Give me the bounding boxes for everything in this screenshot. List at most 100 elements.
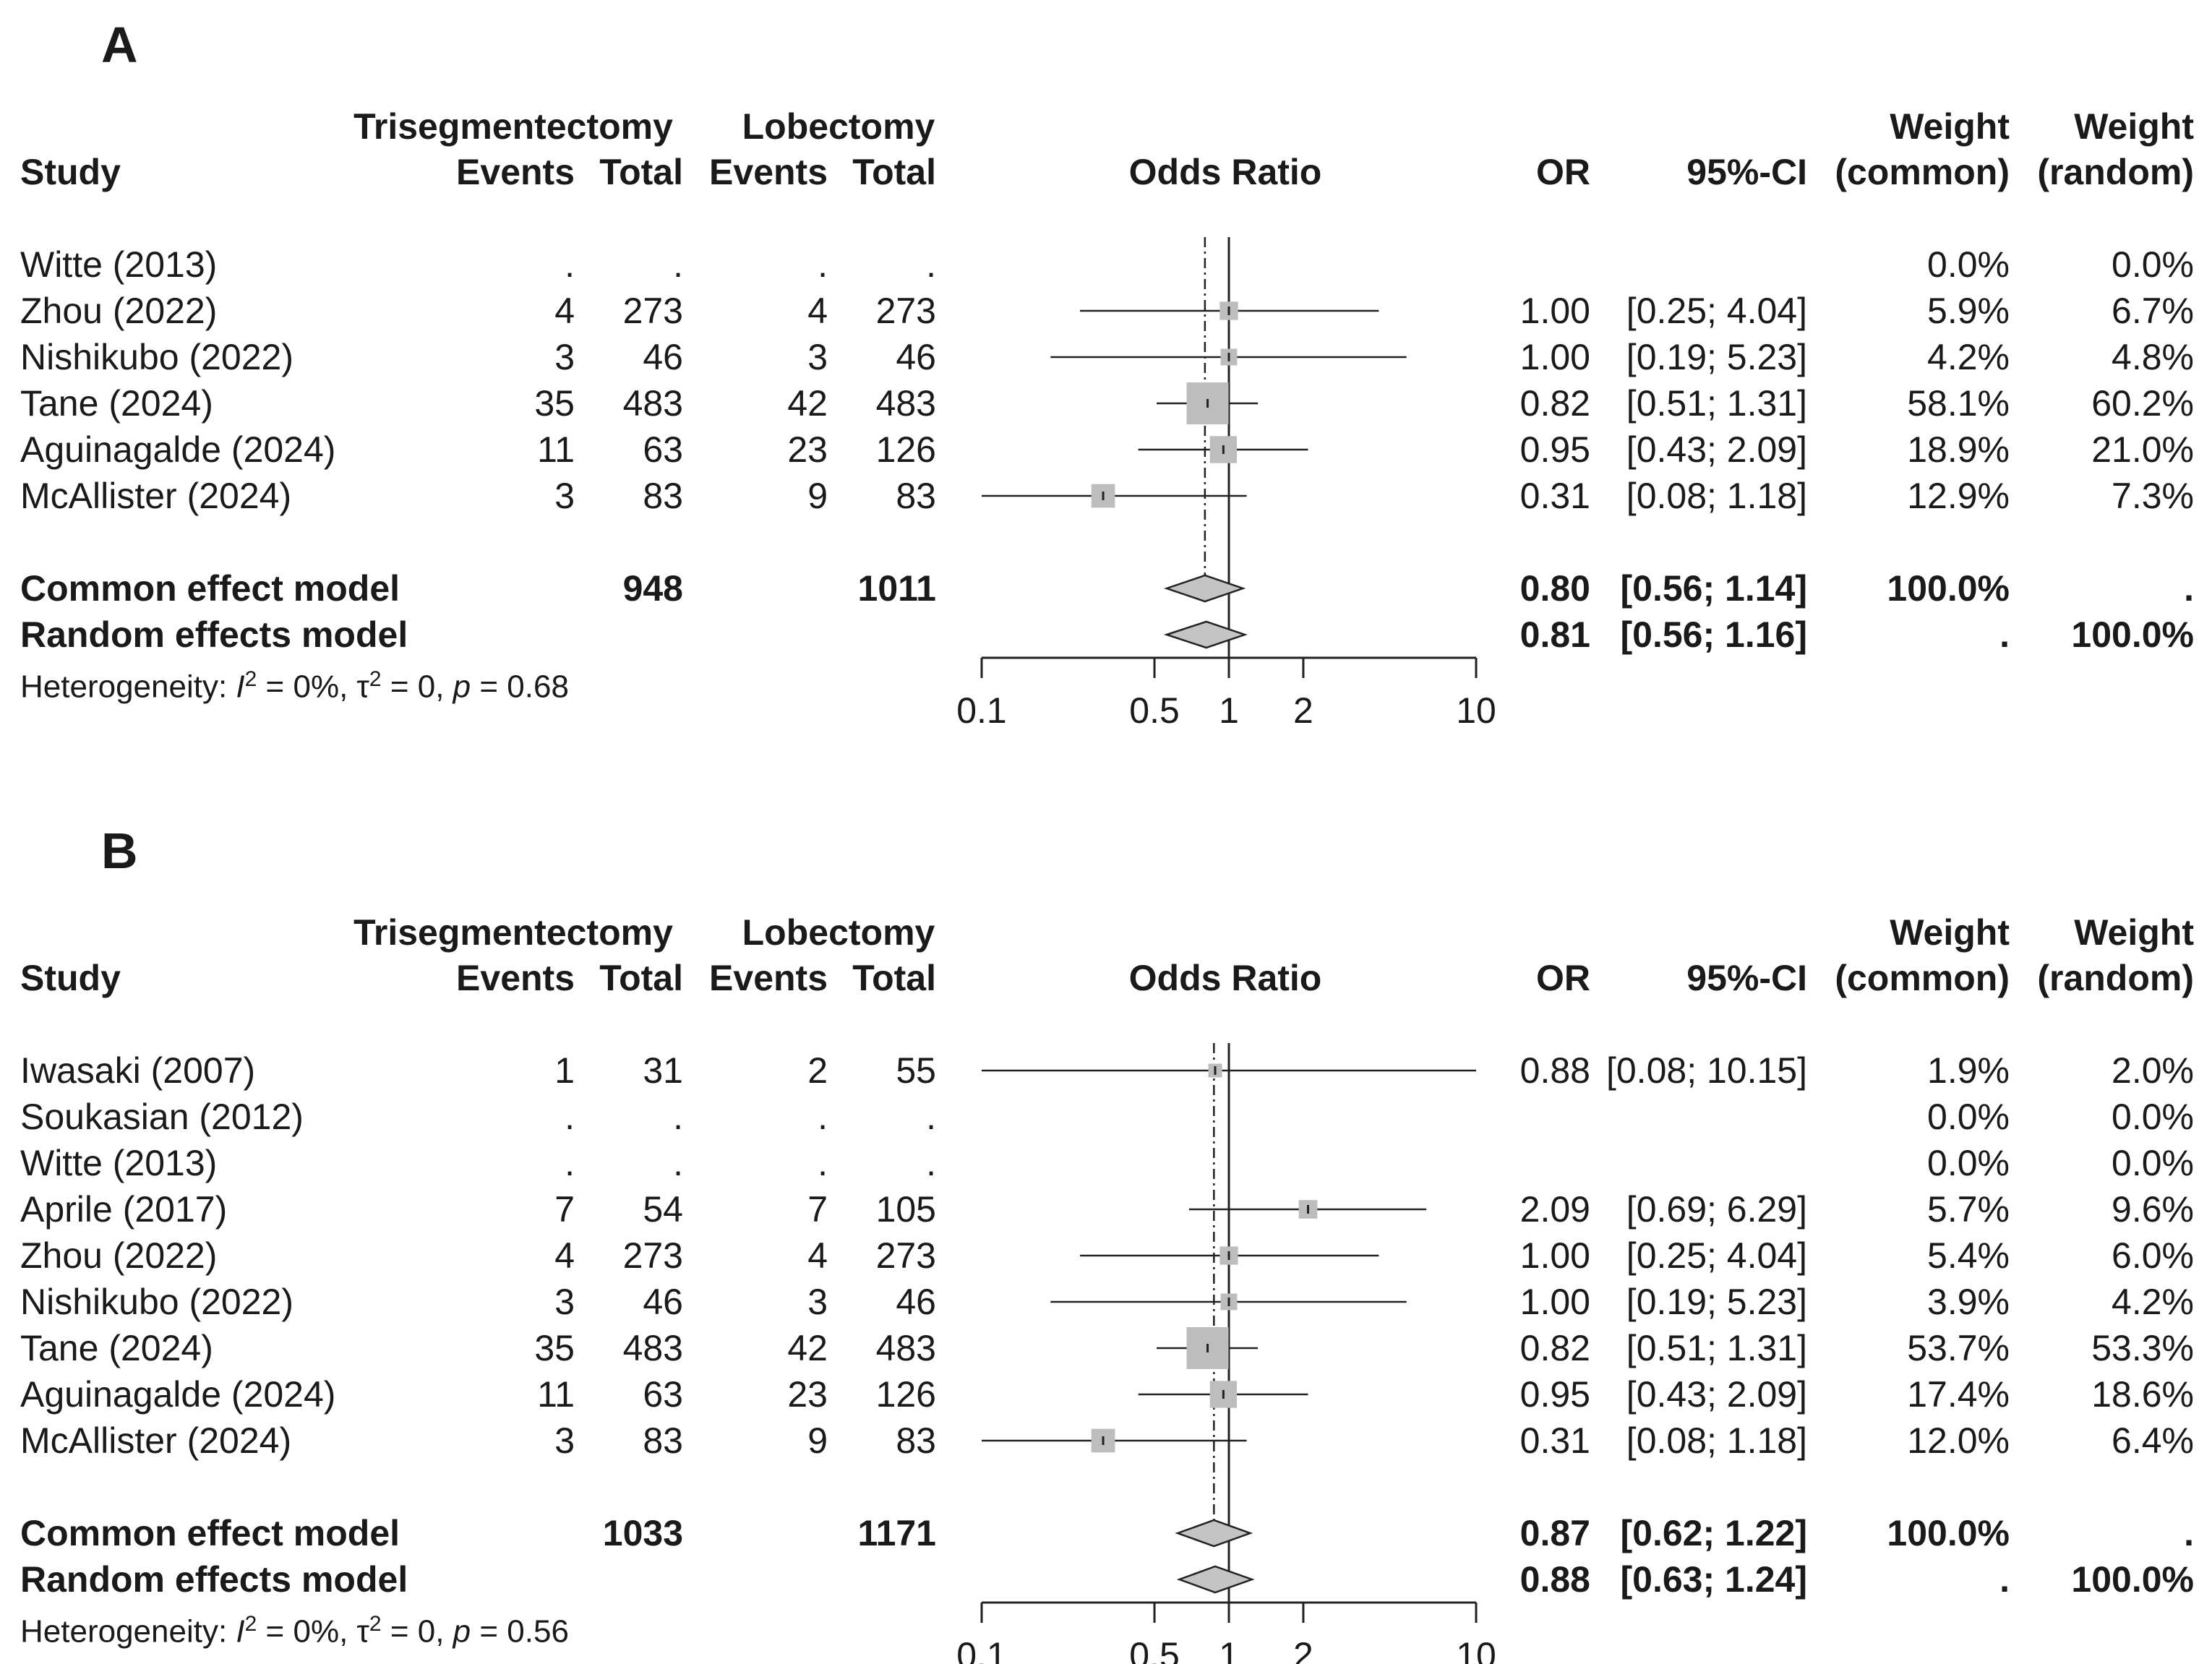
total2-value: .: [926, 1143, 936, 1183]
common-total1: 948: [622, 568, 683, 609]
total2-value: 273: [875, 291, 936, 331]
weight-common-value: 0.0%: [1927, 1097, 2010, 1137]
total1-value: 83: [643, 1420, 683, 1461]
common-weight-random: .: [2184, 1513, 2194, 1553]
events2-value: 23: [787, 429, 828, 470]
events2-value: 23: [787, 1374, 828, 1415]
total1-value: .: [673, 244, 683, 285]
total1-value: .: [673, 1097, 683, 1137]
total1-value: 31: [643, 1050, 683, 1091]
total2-value: 126: [875, 1374, 936, 1415]
heterogeneity-part: = 0%, τ: [257, 669, 369, 705]
total1-value: 46: [643, 1282, 683, 1322]
x-axis-tick-label: 2: [1293, 1635, 1313, 1664]
heterogeneity-part: = 0%, τ: [257, 1613, 369, 1650]
ci-value: [0.51; 1.31]: [1626, 383, 1807, 424]
weight-random-value: 0.0%: [2112, 1143, 2194, 1183]
weight-random-header: Weight: [2074, 106, 2194, 147]
weight-random-value: 6.7%: [2112, 291, 2194, 331]
or-value: 0.95: [1519, 1374, 1590, 1415]
events1-header: Events: [456, 958, 575, 998]
random-effect-diamond: [1163, 620, 1248, 649]
heterogeneity-part: 2: [369, 667, 382, 691]
total2-value: 483: [875, 383, 936, 424]
total2-value: .: [926, 244, 936, 285]
events2-value: 3: [807, 337, 828, 377]
weight-random-value: 2.0%: [2112, 1050, 2194, 1091]
x-axis-tick-label: 2: [1293, 690, 1313, 731]
weight-random-value: 0.0%: [2112, 1097, 2194, 1137]
events1-value: 35: [534, 1328, 575, 1368]
events2-value: 2: [807, 1050, 828, 1091]
events1-value: .: [565, 1097, 575, 1137]
random-or: 0.88: [1519, 1559, 1590, 1600]
study-name: Tane (2024): [20, 1328, 213, 1368]
or-value: 1.00: [1519, 337, 1590, 377]
total2-value: 46: [896, 1282, 936, 1322]
study-header: Study: [20, 958, 121, 998]
ci-value: [0.51; 1.31]: [1626, 1328, 1807, 1368]
random-effects-label: Random effects model: [20, 1559, 408, 1600]
total1-value: 273: [622, 291, 683, 331]
x-axis-tick-label: 1: [1219, 1635, 1239, 1664]
x-axis-tick-label: 0.1: [956, 690, 1007, 731]
ci-value: [0.08; 10.15]: [1606, 1050, 1807, 1091]
events2-value: 9: [807, 476, 828, 516]
ci-value: [0.19; 5.23]: [1626, 1282, 1807, 1322]
weight-common-value: 5.7%: [1927, 1189, 2010, 1230]
study-name: Soukasian (2012): [20, 1097, 304, 1137]
study-name: Aguinagalde (2024): [20, 429, 336, 470]
or-value: 0.31: [1519, 1420, 1590, 1461]
weight-common-subheader: (common): [1835, 152, 2010, 192]
forest-plot-panel-a: A Trisegmentectomy Lobectomy Weight Weight St…: [0, 0, 2212, 795]
weight-random-value: 0.0%: [2112, 244, 2194, 285]
or-value: 0.88: [1519, 1050, 1590, 1091]
events2-value: 4: [807, 1235, 828, 1276]
weight-common-value: 4.2%: [1927, 337, 2010, 377]
events1-value: 3: [554, 1420, 575, 1461]
total2-value: 83: [896, 1420, 936, 1461]
events2-header: Events: [709, 958, 828, 998]
group1-header: Trisegmentectomy: [353, 912, 673, 953]
common-ci: [0.56; 1.14]: [1620, 568, 1807, 609]
study-name: McAllister (2024): [20, 476, 292, 516]
total1-value: 46: [643, 337, 683, 377]
common-effect-diamond: [1163, 574, 1246, 603]
weight-common-value: 12.9%: [1907, 476, 2010, 516]
events2-value: 3: [807, 1282, 828, 1322]
common-effect-diamond: [1175, 1519, 1253, 1548]
heterogeneity-part: = 0.56: [471, 1613, 569, 1650]
weight-random-value: 9.6%: [2112, 1189, 2194, 1230]
weight-common-value: 3.9%: [1927, 1282, 2010, 1322]
ci-value: [0.69; 6.29]: [1626, 1189, 1807, 1230]
study-header: Study: [20, 152, 121, 192]
total1-value: 273: [622, 1235, 683, 1276]
random-weight-random: 100.0%: [2071, 1559, 2194, 1600]
forest-plot: 0.1 0.5 1 2 10: [956, 237, 1496, 731]
weight-random-subheader: (random): [2037, 152, 2194, 192]
weight-random-value: 18.6%: [2091, 1374, 2194, 1415]
weight-common-value: 18.9%: [1907, 429, 2010, 470]
study-name: Nishikubo (2022): [20, 337, 293, 377]
ci-value: [0.25; 4.04]: [1626, 1235, 1807, 1276]
x-axis-tick-label: 10: [1456, 690, 1496, 731]
random-weight-common: .: [1999, 614, 2010, 655]
or-value: 2.09: [1519, 1189, 1590, 1230]
heterogeneity-part: = 0.68: [471, 669, 569, 705]
total1-value: 483: [622, 1328, 683, 1368]
x-axis-tick-label: 0.5: [1129, 1635, 1180, 1664]
heterogeneity-text: Heterogeneity: I2 = 0%, τ2 = 0, p = 0.56: [20, 1603, 569, 1653]
heterogeneity-part: 2: [244, 667, 257, 691]
panel-label: B: [101, 823, 138, 879]
events2-value: .: [818, 1143, 828, 1183]
weight-common-value: 12.0%: [1907, 1420, 2010, 1461]
study-name: Aguinagalde (2024): [20, 1374, 336, 1415]
weight-common-value: 0.0%: [1927, 244, 2010, 285]
or-value: 1.00: [1519, 1282, 1590, 1322]
common-ci: [0.62; 1.22]: [1620, 1513, 1807, 1553]
weight-common-value: 5.4%: [1927, 1235, 2010, 1276]
or-value: 0.82: [1519, 1328, 1590, 1368]
weight-random-value: 21.0%: [2091, 429, 2194, 470]
or-header: OR: [1536, 152, 1590, 192]
events2-value: 4: [807, 291, 828, 331]
